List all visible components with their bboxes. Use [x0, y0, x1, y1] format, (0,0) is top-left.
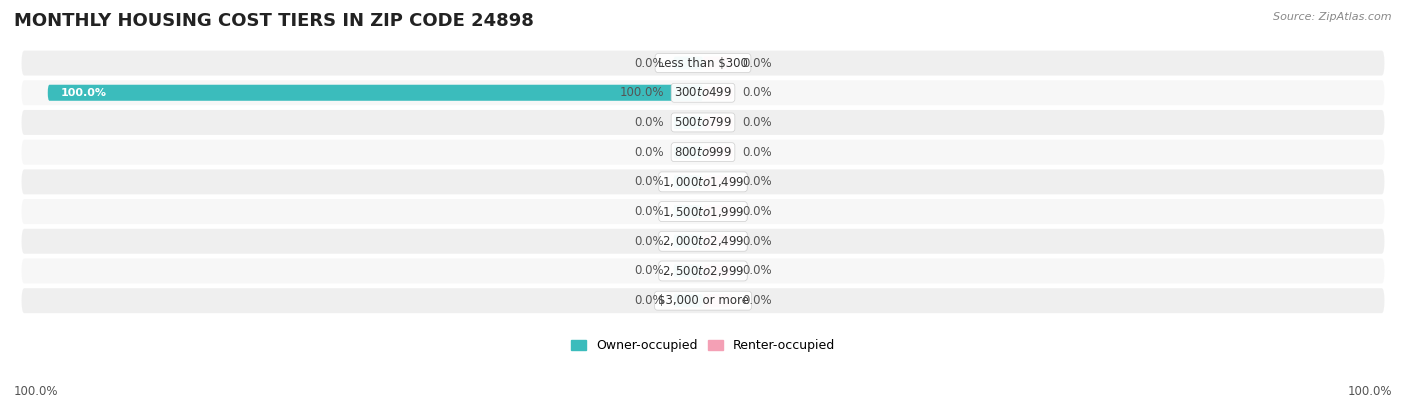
Text: 100.0%: 100.0% [1347, 386, 1392, 398]
FancyBboxPatch shape [703, 264, 733, 278]
Text: 0.0%: 0.0% [634, 56, 664, 70]
FancyBboxPatch shape [673, 56, 703, 70]
Text: 0.0%: 0.0% [742, 116, 772, 129]
FancyBboxPatch shape [21, 80, 1385, 105]
Text: $800 to $999: $800 to $999 [673, 146, 733, 159]
Text: $300 to $499: $300 to $499 [673, 86, 733, 99]
Legend: Owner-occupied, Renter-occupied: Owner-occupied, Renter-occupied [567, 334, 839, 357]
Text: 0.0%: 0.0% [742, 56, 772, 70]
Text: Less than $300: Less than $300 [658, 56, 748, 70]
FancyBboxPatch shape [673, 146, 703, 159]
Text: 0.0%: 0.0% [634, 116, 664, 129]
FancyBboxPatch shape [703, 294, 733, 307]
FancyBboxPatch shape [703, 175, 733, 188]
FancyBboxPatch shape [703, 235, 733, 248]
Text: $2,500 to $2,999: $2,500 to $2,999 [662, 264, 744, 278]
Text: $3,000 or more: $3,000 or more [658, 294, 748, 307]
FancyBboxPatch shape [21, 169, 1385, 194]
Text: 0.0%: 0.0% [742, 146, 772, 159]
Text: 0.0%: 0.0% [634, 146, 664, 159]
FancyBboxPatch shape [703, 86, 733, 99]
Text: 0.0%: 0.0% [742, 294, 772, 307]
FancyBboxPatch shape [673, 294, 703, 307]
FancyBboxPatch shape [673, 264, 703, 278]
FancyBboxPatch shape [673, 116, 703, 129]
FancyBboxPatch shape [21, 259, 1385, 283]
Text: 0.0%: 0.0% [634, 176, 664, 188]
FancyBboxPatch shape [21, 199, 1385, 224]
FancyBboxPatch shape [673, 205, 703, 218]
FancyBboxPatch shape [21, 51, 1385, 76]
Text: 0.0%: 0.0% [634, 264, 664, 278]
Text: 0.0%: 0.0% [634, 235, 664, 248]
FancyBboxPatch shape [703, 56, 733, 70]
FancyBboxPatch shape [703, 205, 733, 218]
FancyBboxPatch shape [673, 235, 703, 248]
Text: 100.0%: 100.0% [60, 88, 107, 98]
Text: $1,500 to $1,999: $1,500 to $1,999 [662, 205, 744, 219]
Text: 100.0%: 100.0% [619, 86, 664, 99]
FancyBboxPatch shape [703, 146, 733, 159]
Text: 100.0%: 100.0% [14, 386, 59, 398]
Text: 0.0%: 0.0% [742, 86, 772, 99]
Text: 0.0%: 0.0% [634, 294, 664, 307]
Text: $1,000 to $1,499: $1,000 to $1,499 [662, 175, 744, 189]
FancyBboxPatch shape [703, 116, 733, 129]
Text: 0.0%: 0.0% [742, 176, 772, 188]
Text: MONTHLY HOUSING COST TIERS IN ZIP CODE 24898: MONTHLY HOUSING COST TIERS IN ZIP CODE 2… [14, 12, 534, 30]
Text: 0.0%: 0.0% [742, 235, 772, 248]
Text: 0.0%: 0.0% [742, 264, 772, 278]
FancyBboxPatch shape [673, 175, 703, 188]
FancyBboxPatch shape [48, 85, 703, 101]
Text: $2,000 to $2,499: $2,000 to $2,499 [662, 234, 744, 248]
FancyBboxPatch shape [21, 140, 1385, 165]
Text: Source: ZipAtlas.com: Source: ZipAtlas.com [1274, 12, 1392, 22]
Text: 0.0%: 0.0% [634, 205, 664, 218]
Text: 0.0%: 0.0% [742, 205, 772, 218]
FancyBboxPatch shape [21, 229, 1385, 254]
FancyBboxPatch shape [21, 110, 1385, 135]
Text: $500 to $799: $500 to $799 [673, 116, 733, 129]
FancyBboxPatch shape [21, 288, 1385, 313]
